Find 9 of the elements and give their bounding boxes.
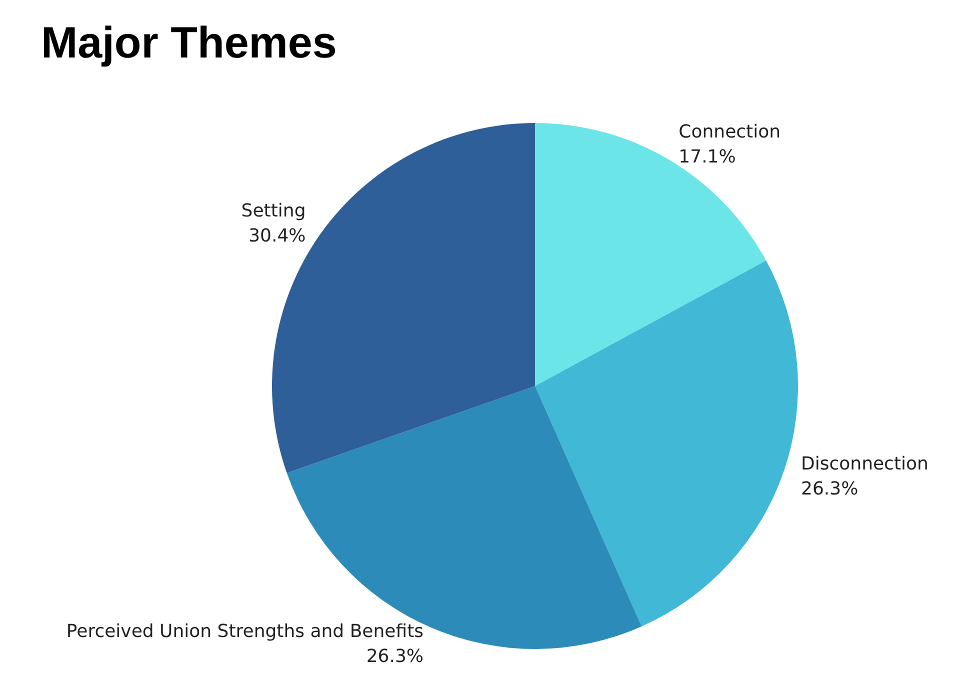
data-label: 17.1% <box>678 146 736 168</box>
slice-label: Setting <box>241 200 306 222</box>
slice-label: Perceived Union Strengths and Benefits <box>66 620 424 642</box>
chart-title: Major Themes <box>41 18 337 68</box>
data-label: 30.4% <box>248 225 306 246</box>
slice-label: Disconnection <box>801 454 928 475</box>
slice-label: Connection <box>678 122 781 143</box>
data-label: 26.3% <box>801 478 858 500</box>
data-label: 26.3% <box>366 646 424 667</box>
